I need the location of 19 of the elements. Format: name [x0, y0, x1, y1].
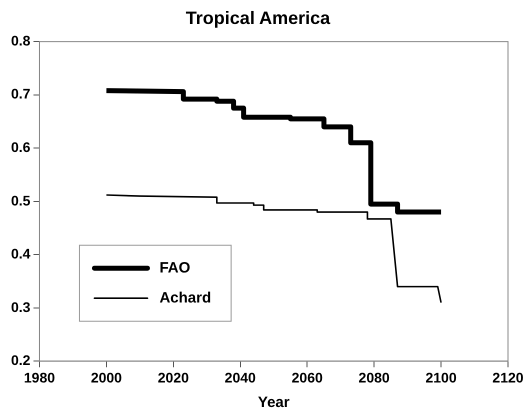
x-tick-label: 2040 [224, 369, 256, 386]
y-tick-label: 0.3 [10, 298, 31, 315]
x-tick-label: 2080 [358, 369, 390, 386]
x-tick-label: 2020 [158, 369, 190, 386]
y-tick-label: 0.2 [10, 352, 31, 368]
legend-label: FAO [159, 259, 191, 276]
x-tick-label: 1980 [24, 369, 56, 386]
y-tick-label: 0.7 [10, 86, 31, 102]
y-tick-label: 0.4 [10, 246, 31, 262]
y-tick-label: 0.8 [10, 32, 31, 48]
y-tick-label: 0.5 [10, 192, 31, 208]
x-tick-label: 2060 [292, 369, 323, 386]
x-axis-title: Year [258, 394, 290, 412]
y-tick-label: 0.6 [10, 138, 31, 155]
x-tick-label: 2120 [492, 369, 524, 386]
x-tick-label: 2100 [425, 369, 457, 386]
legend-label: Achard [159, 289, 212, 306]
x-tick-label: 2000 [90, 369, 122, 386]
chart-title: Tropical America [186, 8, 332, 28]
